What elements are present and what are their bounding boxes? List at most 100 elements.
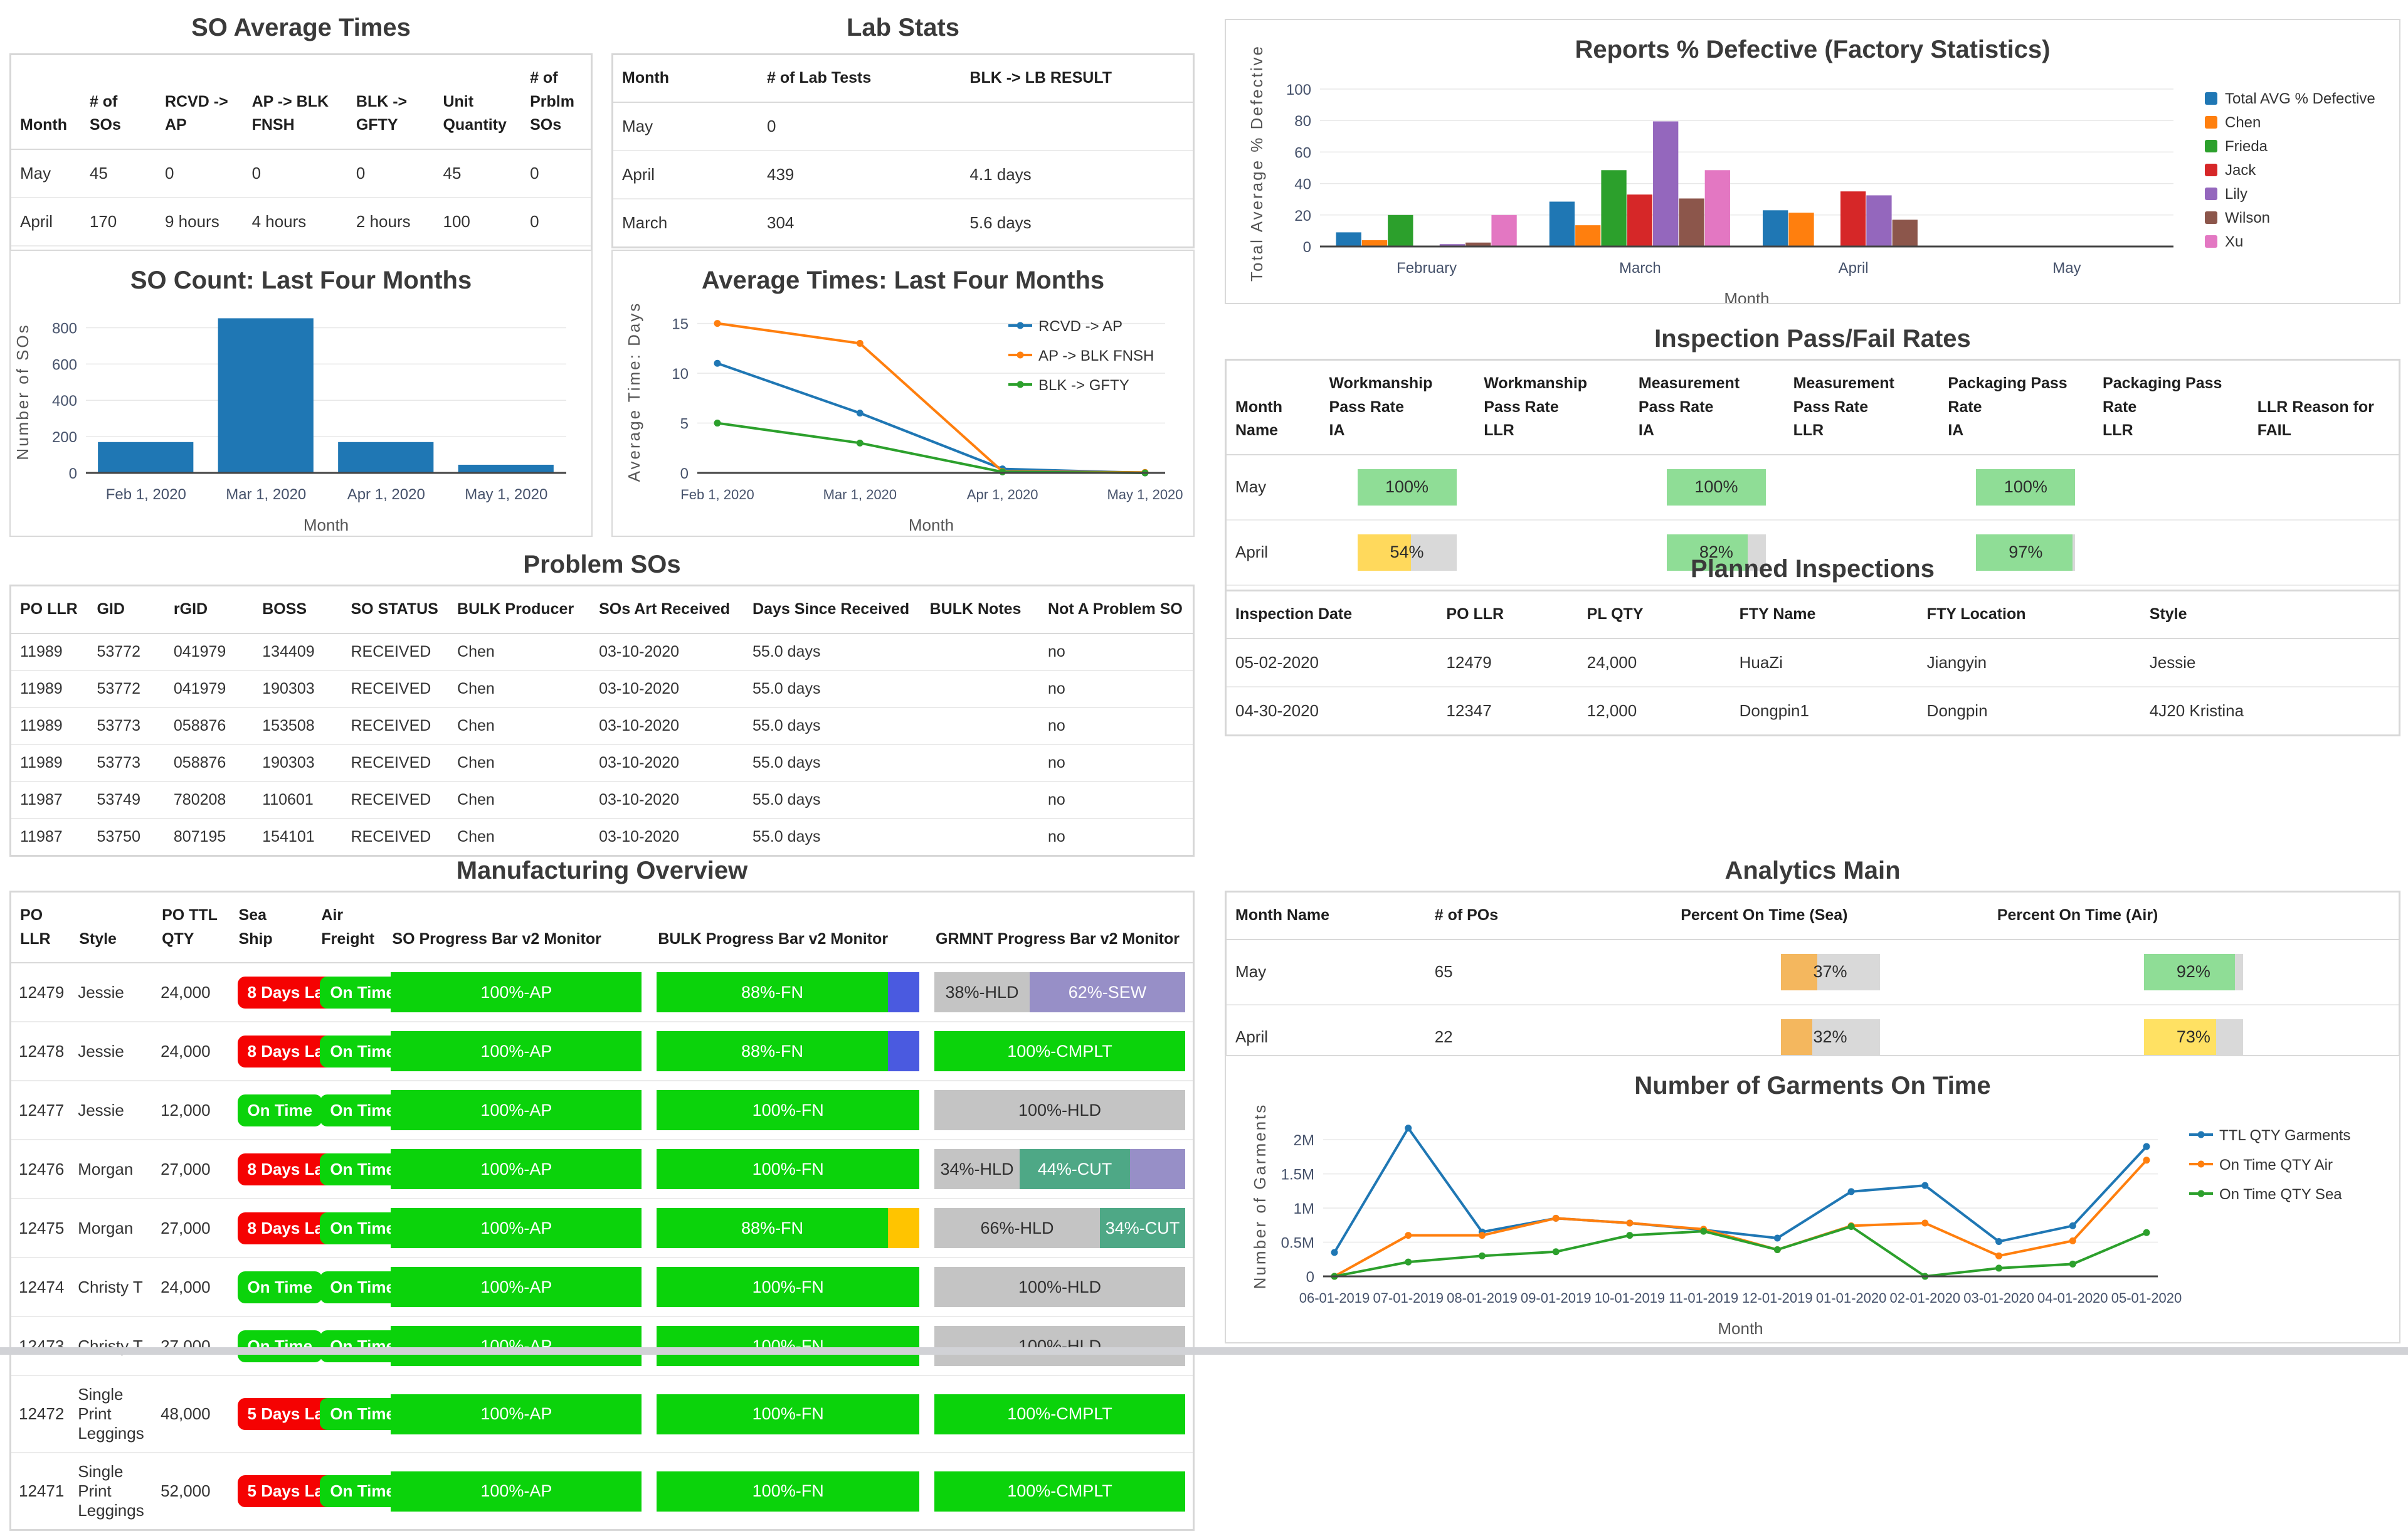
progress-segment: 88%-FN — [657, 972, 888, 1012]
svg-text:08-01-2019: 08-01-2019 — [1447, 1290, 1518, 1306]
column-header: PO LLR — [1437, 591, 1578, 639]
cell-text: March — [622, 213, 668, 232]
table-cell: On Time — [312, 1258, 405, 1317]
column-header: # of Lab Tests — [758, 55, 961, 103]
progress-segment: 100%-AP — [391, 1471, 642, 1512]
column-header: SO STATUS — [342, 586, 449, 634]
table-cell: 12475 — [11, 1199, 71, 1258]
cell-text: 041979 — [173, 642, 226, 660]
svg-text:May 1, 2020: May 1, 2020 — [1107, 487, 1183, 502]
so-count-chart: SO Count: Last Four Months 0 200 400 600 800 N… — [9, 250, 593, 537]
legend-item[interactable]: RCVD -> AP — [1008, 318, 1122, 335]
bar — [1892, 220, 1918, 246]
table-cell: Chen — [448, 707, 591, 745]
svg-text:February: February — [1397, 260, 1457, 277]
data-point — [2069, 1237, 2076, 1244]
data-point — [1700, 1227, 1708, 1235]
legend-marker — [1017, 381, 1024, 388]
table-cell: 55.0 days — [744, 818, 921, 855]
table-row: 12471 Single Print Leggings 52,000 5 Days L… — [11, 1453, 1193, 1529]
table-cell: 55.0 days — [744, 670, 921, 708]
table-cell: Chen — [448, 744, 591, 782]
table-cell: RECEIVED — [342, 670, 449, 708]
cell-text: 04-30-2020 — [1235, 701, 1319, 720]
table-row: 05-02-2020 12479 24,000 HuaZi Jiangyin Jessie — [1227, 638, 2399, 687]
cell-text: 24,000 — [1587, 652, 1637, 672]
table-cell: 0 — [243, 149, 347, 198]
cell-text: 110601 — [262, 790, 314, 808]
table-cell: 97% — [1939, 519, 2094, 586]
legend-marker — [2197, 1190, 2205, 1197]
data-point — [2143, 1229, 2150, 1236]
cell-text: 11987 — [20, 827, 63, 845]
table-cell: 27,000 — [153, 1316, 230, 1376]
table-cell: 041979 — [164, 633, 254, 671]
cell-text: 24,000 — [161, 1041, 211, 1061]
column-header: PO TTL QTY — [153, 893, 230, 963]
legend-item[interactable]: On Time QTY Sea — [2189, 1186, 2342, 1203]
chart-title: Number of Garments On Time — [1634, 1072, 1990, 1099]
legend-item[interactable]: BLK -> GFTY — [1008, 377, 1129, 394]
legend-item[interactable]: TTL QTY Garments — [2189, 1127, 2350, 1144]
table-cell: 100% — [1320, 454, 1476, 521]
table-cell: 37% — [1672, 939, 1988, 1005]
table-cell: 100%-AP — [383, 1316, 650, 1376]
data-point — [714, 359, 721, 367]
rate-bar: 73% — [2143, 1019, 2243, 1056]
cell-text: 03-10-2020 — [599, 716, 680, 734]
table-row: 12477 Jessie 12,000 On Time On Time 100%-AP 10… — [11, 1081, 1193, 1140]
table-cell: 12476 — [11, 1140, 71, 1199]
legend-item[interactable]: Xu — [2205, 233, 2243, 250]
rate-bar-label: 100% — [2004, 477, 2047, 496]
table-cell: 45 — [434, 149, 522, 198]
x-axis-title: Month — [909, 516, 954, 534]
data-point — [1405, 1258, 1412, 1266]
legend-item[interactable]: Jack — [2205, 162, 2256, 179]
table-cell — [1475, 519, 1630, 586]
legend-item[interactable]: On Time QTY Air — [2189, 1157, 2333, 1173]
table-cell: 0 — [156, 149, 243, 198]
y-axis-title: Number of SOs — [13, 323, 32, 460]
legend-item[interactable]: Frieda — [2205, 138, 2268, 155]
table-cell: no — [1039, 707, 1193, 745]
legend-item[interactable]: Wilson — [2205, 209, 2270, 226]
legend-item[interactable]: AP -> BLK FNSH — [1008, 347, 1154, 364]
column-header: Air Freight — [312, 893, 384, 963]
data-point — [2069, 1222, 2076, 1229]
table-cell: Chen — [448, 781, 591, 819]
svg-text:1M: 1M — [1294, 1200, 1314, 1217]
column-header: Measurement Pass Rate IA — [1629, 361, 1785, 455]
cell-text: 03-10-2020 — [599, 642, 680, 660]
column-header: Inspection Date — [1227, 591, 1438, 639]
rate-bar: 100% — [1666, 469, 1766, 506]
legend-label: Lily — [2225, 186, 2247, 203]
cell-text: 100 — [443, 211, 470, 231]
header-row: Month Name # of POs Percent On Time (Sea) P… — [1227, 893, 2399, 940]
legend-swatch — [2205, 211, 2217, 224]
cell-text: 304 — [767, 213, 795, 232]
table-cell: 55.0 days — [744, 633, 921, 671]
table-cell: 100%-CMPLT — [927, 1375, 1193, 1453]
table-cell: 11989 — [11, 707, 88, 745]
rate-bar: 54% — [1357, 534, 1457, 571]
bar — [1627, 194, 1653, 246]
progress-bar: 100%-AP — [391, 1267, 642, 1307]
table-row: May 45 0 0 0 45 0 — [11, 149, 591, 198]
legend-label: BLK -> GFTY — [1038, 377, 1129, 394]
legend-swatch — [2205, 92, 2217, 105]
bar-series-Total AVG % Defective — [1336, 201, 1788, 246]
legend-item[interactable]: Lily — [2205, 186, 2247, 203]
column-header: FTY Location — [1918, 591, 2141, 639]
table-cell: 54% — [1320, 519, 1476, 586]
progress-segment — [1129, 1149, 1185, 1189]
table-cell: On Time — [312, 1316, 405, 1376]
cell-text: 0 — [767, 116, 776, 135]
cell-text: Dongpin1 — [1739, 701, 1809, 720]
cell-text: RECEIVED — [351, 679, 431, 697]
table-row: April 439 4.1 days — [613, 150, 1193, 199]
bar — [1653, 121, 1679, 246]
legend-item[interactable]: Chen — [2205, 114, 2261, 131]
legend-label: Xu — [2225, 233, 2243, 250]
status-badge: On Time — [320, 1035, 405, 1067]
legend-item[interactable]: Total AVG % Defective — [2205, 90, 2375, 107]
